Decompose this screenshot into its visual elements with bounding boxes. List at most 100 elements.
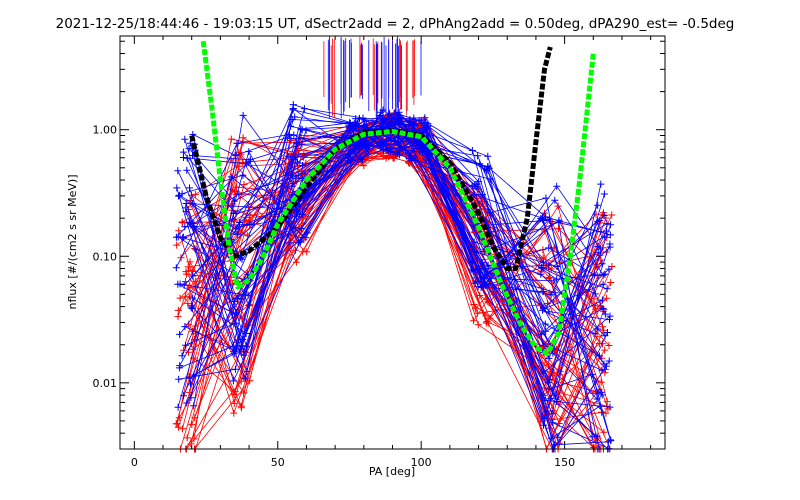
- data-point-marker: [551, 391, 559, 399]
- data-point-marker: [542, 194, 550, 202]
- data-point-marker: [242, 343, 250, 351]
- data-point-marker: [603, 220, 611, 228]
- data-point-marker: [246, 156, 254, 164]
- data-point-marker: [545, 215, 553, 223]
- data-point-marker: [360, 139, 367, 147]
- data-point-marker: [287, 122, 295, 130]
- data-point-marker: [227, 135, 235, 143]
- data-point-marker: [176, 330, 184, 338]
- data-point-marker: [605, 342, 613, 349]
- data-point-marker: [292, 174, 300, 182]
- data-point-marker: [605, 265, 613, 273]
- data-point-marker: [471, 279, 479, 287]
- data-point-marker: [545, 354, 553, 362]
- data-point-marker: [187, 380, 194, 388]
- data-point-marker: [179, 392, 187, 400]
- data-point-marker: [474, 321, 482, 329]
- data-point-marker: [604, 329, 611, 336]
- data-point-marker: [602, 362, 610, 370]
- data-point-marker: [547, 291, 555, 299]
- data-point-marker: [470, 317, 478, 325]
- data-point-marker: [227, 173, 235, 181]
- data-point-marker: [597, 388, 605, 396]
- data-point-marker: [186, 258, 194, 266]
- data-point-marker: [175, 364, 183, 372]
- axes: 0 50 100 150 0.01 0.10 1.00: [93, 36, 665, 469]
- data-point-marker: [378, 115, 386, 123]
- data-point-marker: [606, 403, 614, 411]
- data-point-marker: [551, 196, 559, 204]
- x-tick-label: 150: [554, 456, 575, 469]
- data-point-marker: [379, 106, 387, 114]
- data-point-marker: [483, 167, 491, 174]
- data-point-marker: [239, 111, 247, 119]
- data-point-marker: [599, 305, 607, 312]
- data-point-marker: [356, 115, 363, 122]
- data-point-marker: [606, 231, 614, 239]
- data-point-marker: [174, 167, 182, 175]
- data-point-marker: [174, 403, 182, 411]
- data-point-marker: [346, 119, 354, 127]
- data-point-marker: [599, 271, 607, 279]
- data-point-marker: [547, 394, 555, 402]
- data-point-marker: [545, 261, 553, 269]
- data-point-marker: [284, 152, 292, 160]
- data-point-marker: [478, 278, 486, 286]
- data-point-marker: [230, 209, 237, 217]
- data-point-marker: [232, 308, 240, 316]
- data-point-marker: [603, 227, 610, 235]
- data-point-marker: [185, 293, 193, 301]
- data-point-marker: [189, 294, 197, 302]
- data-point-marker: [186, 184, 193, 192]
- data-point-marker: [183, 399, 191, 407]
- data-point-marker: [407, 152, 414, 160]
- data-point-marker: [184, 299, 192, 307]
- data-point-marker: [414, 141, 422, 149]
- data-point-marker: [181, 135, 189, 143]
- data-point-marker: [238, 342, 246, 350]
- data-point-marker: [230, 197, 238, 205]
- y-axis-label: nflux [#/(cm2 s sr MeV)]: [66, 175, 79, 310]
- y-tick-label: 0.01: [93, 377, 118, 390]
- data-point-marker: [183, 434, 191, 442]
- data-point-marker: [192, 277, 200, 285]
- data-point-marker: [555, 225, 562, 233]
- data-point-marker: [288, 116, 296, 123]
- data-point-marker: [376, 123, 384, 130]
- data-point-marker: [172, 264, 180, 272]
- data-point-marker: [178, 219, 186, 227]
- data-point-marker: [606, 240, 614, 248]
- data-point-marker: [174, 313, 182, 321]
- data-point-marker: [549, 349, 557, 357]
- data-point-marker: [601, 232, 609, 240]
- data-point-marker: [554, 433, 562, 441]
- data-point-marker: [303, 229, 311, 237]
- data-point-marker: [239, 336, 247, 343]
- data-point-marker: [181, 323, 189, 331]
- data-point-marker: [245, 148, 253, 156]
- data-point-marker: [243, 232, 251, 240]
- data-point-marker: [599, 323, 607, 331]
- data-point-marker: [394, 138, 402, 146]
- y-tick-label: 0.10: [93, 250, 118, 263]
- data-point-marker: [597, 228, 605, 236]
- data-point-marker: [173, 420, 181, 428]
- data-point-marker: [547, 265, 555, 273]
- data-point-marker: [179, 148, 187, 156]
- data-point-marker: [424, 122, 432, 130]
- data-point-marker: [302, 234, 310, 242]
- data-point-marker: [537, 270, 545, 278]
- data-point-marker: [593, 432, 601, 440]
- data-point-marker: [395, 113, 403, 121]
- data-point-marker: [360, 162, 368, 170]
- data-point-marker: [603, 294, 611, 302]
- data-point-marker: [608, 211, 616, 219]
- data-point-marker: [230, 350, 238, 358]
- data-point-marker: [606, 312, 614, 320]
- data-point-marker: [175, 414, 183, 422]
- data-point-marker: [470, 238, 478, 246]
- data-point-marker: [600, 190, 608, 198]
- data-point-marker: [185, 320, 193, 328]
- trace-line: [185, 128, 601, 408]
